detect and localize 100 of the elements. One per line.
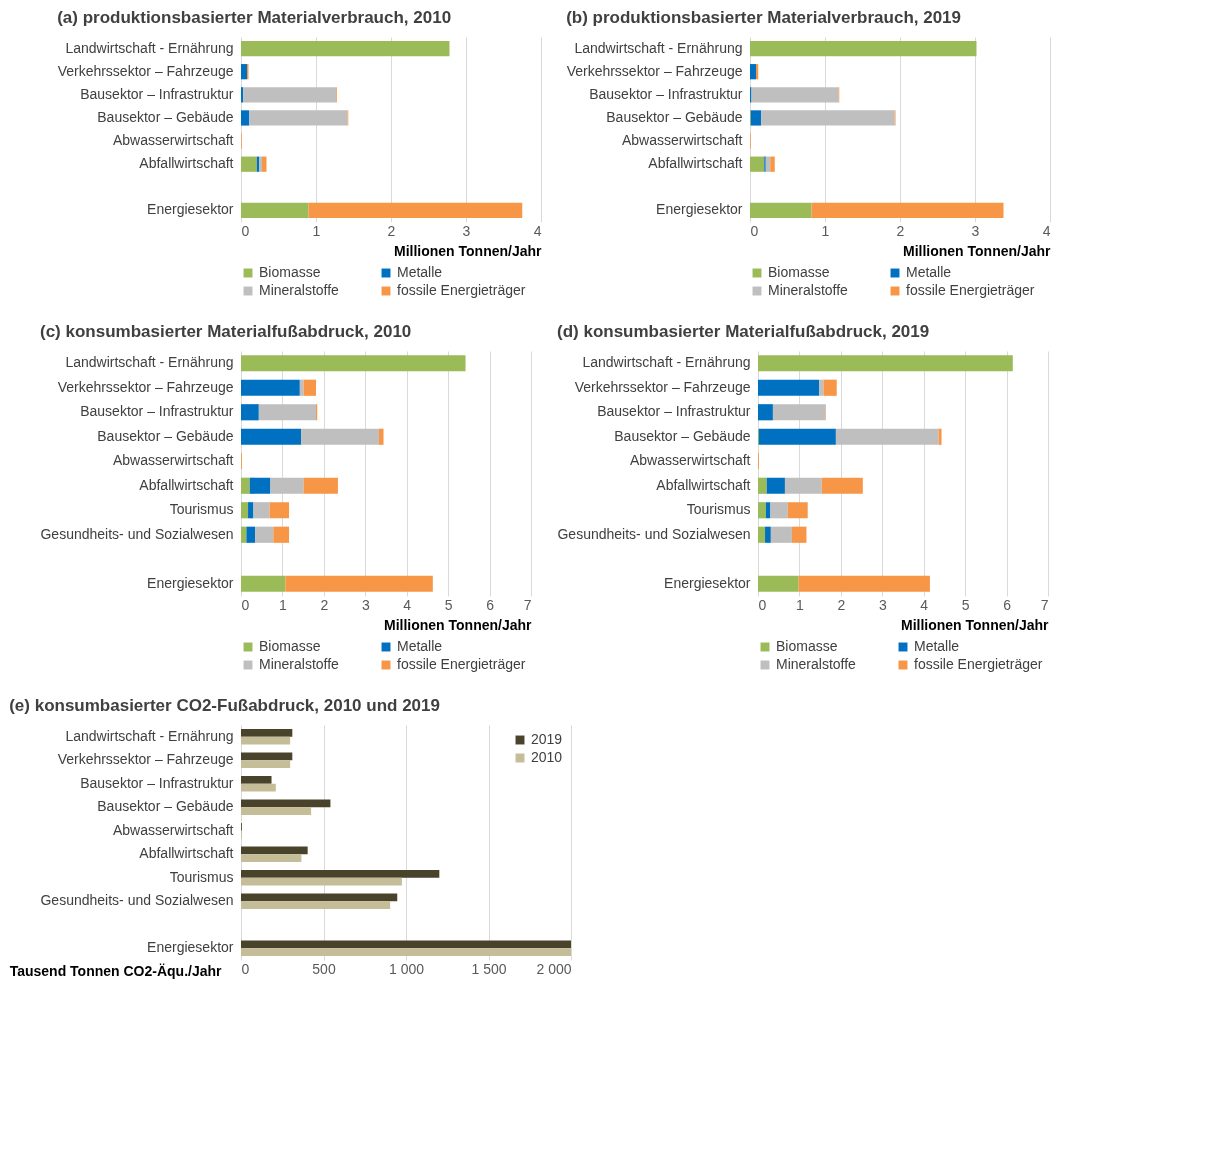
y-tick-label: Abwasserwirtschaft <box>629 452 751 469</box>
legend-label: Biomasse <box>776 638 838 654</box>
legend-label: Metalle <box>914 638 960 654</box>
bar <box>378 428 384 445</box>
x-tick-label: 4 <box>920 596 929 613</box>
bar <box>241 575 286 592</box>
bar <box>765 526 771 543</box>
legend-label: 2019 <box>531 731 563 747</box>
x-tick-label: 2 000 <box>536 960 572 977</box>
chart-title: (a) produktionsbasierter Materialverbrauch, 2010 <box>57 8 452 27</box>
x-tick-label: 3 <box>361 596 370 613</box>
y-tick-label: Bausektor – Gebäude <box>97 798 234 815</box>
y-tick-label: Abfallwirtschaft <box>139 155 234 172</box>
chart-title: (b) produktionsbasierter Materialverbrauch, 2019 <box>566 8 962 27</box>
bar <box>938 428 942 445</box>
bar <box>750 64 756 80</box>
y-tick-label: Abfallwirtschaft <box>648 155 743 172</box>
x-tick-label: 1 <box>796 596 805 613</box>
y-tick-label: Energiesektor <box>147 939 234 956</box>
x-tick-label: 6 <box>486 596 495 613</box>
x-tick-label: 1 500 <box>471 960 507 977</box>
bar <box>241 502 249 519</box>
x-axis-title: Tausend Tonnen CO2-Äqu./Jahr <box>9 962 223 979</box>
y-tick-label: Tourismus <box>686 501 751 518</box>
y-tick-label: Tourismus <box>169 501 234 518</box>
bar <box>255 526 274 543</box>
y-tick-label: Verkehrssektor – Fahrzeuge <box>57 751 234 768</box>
y-tick-label: Bausektor – Infrastruktur <box>80 774 234 791</box>
bar <box>241 428 302 445</box>
bar <box>758 502 766 519</box>
legend-label: 2010 <box>531 749 563 765</box>
x-tick-label: 2 <box>837 596 846 613</box>
x-tick-label: 0 <box>750 222 759 239</box>
bar <box>758 379 820 396</box>
x-tick-label: 4 <box>1042 222 1051 239</box>
x-tick-label: 3 <box>878 596 887 613</box>
y-tick-label: Bausektor – Infrastruktur <box>589 85 743 102</box>
bar <box>301 428 379 445</box>
legend-label: fossile Energieträger <box>397 282 526 298</box>
bar <box>241 404 259 421</box>
y-tick-label: Abwasserwirtschaft <box>112 821 234 838</box>
x-tick-label: 0 <box>241 222 250 239</box>
x-axis-title: Millionen Tonnen/Jahr <box>393 242 543 259</box>
bar <box>791 526 807 543</box>
legend-label: Biomasse <box>259 638 321 654</box>
legend-label: Mineralstoffe <box>259 282 340 298</box>
bar <box>262 156 267 172</box>
bar <box>758 477 767 494</box>
bar <box>758 575 799 592</box>
legend-label: Metalle <box>397 264 443 280</box>
x-tick-label: 5 <box>961 596 970 613</box>
y-tick-label: Bausektor – Gebäude <box>97 108 234 125</box>
y-tick-label: Bausektor – Gebäude <box>614 427 751 444</box>
chart-title: (e) konsumbasierter CO2-Fußabdruck, 2010 und 2019 <box>9 696 440 715</box>
bar <box>811 202 1004 219</box>
bar <box>758 428 836 445</box>
x-axis-title: Millionen Tonnen/Jahr <box>383 616 533 633</box>
bar <box>241 379 300 396</box>
x-tick-label: 0 <box>241 596 250 613</box>
bar <box>772 404 826 421</box>
bar <box>770 502 788 519</box>
legend-label: fossile Energieträger <box>914 656 1043 672</box>
bar <box>821 477 863 494</box>
y-tick-label: Abwasserwirtschaft <box>112 452 234 469</box>
legend-label: Mineralstoffe <box>776 656 857 672</box>
y-tick-label: Gesundheits- und Sozialwesen <box>40 525 234 542</box>
x-tick-label: 3 <box>971 222 980 239</box>
legend-label: Metalle <box>906 264 952 280</box>
y-tick-label: Verkehrssektor – Fahrzeuge <box>574 378 751 395</box>
bar <box>303 477 338 494</box>
bar <box>787 502 808 519</box>
y-tick-label: Bausektor – Infrastruktur <box>597 403 751 420</box>
bar <box>784 477 822 494</box>
y-tick-label: Landwirtschaft - Ernährung <box>65 354 234 371</box>
chart-title: (c) konsumbasierter Materialfußabdruck, 2010 <box>39 322 412 341</box>
bar <box>243 87 337 103</box>
x-tick-label: 5 <box>444 596 453 613</box>
y-tick-label: Landwirtschaft - Ernährung <box>582 354 751 371</box>
bar <box>750 110 762 126</box>
x-tick-label: 7 <box>523 596 532 613</box>
legend-label: fossile Energieträger <box>906 282 1035 298</box>
y-tick-label: Abfallwirtschaft <box>656 476 751 493</box>
y-tick-label: Landwirtschaft - Ernährung <box>574 39 743 56</box>
y-tick-label: Abfallwirtschaft <box>139 845 234 862</box>
x-tick-label: 1 <box>279 596 288 613</box>
bar <box>750 156 765 172</box>
bar <box>258 404 316 421</box>
bar <box>750 40 977 57</box>
y-tick-label: Verkehrssektor – Fahrzeuge <box>57 62 234 79</box>
bar <box>273 526 290 543</box>
legend-label: fossile Energieträger <box>397 656 526 672</box>
x-tick-label: 4 <box>533 222 542 239</box>
bar <box>248 502 254 519</box>
y-tick-label: Energiesektor <box>656 201 743 218</box>
y-tick-label: Landwirtschaft - Ernährung <box>65 39 234 56</box>
y-tick-label: Landwirtschaft - Ernährung <box>65 727 234 744</box>
bar <box>246 526 256 543</box>
bar <box>770 526 792 543</box>
y-tick-label: Energiesektor <box>147 201 234 218</box>
bar <box>253 502 270 519</box>
